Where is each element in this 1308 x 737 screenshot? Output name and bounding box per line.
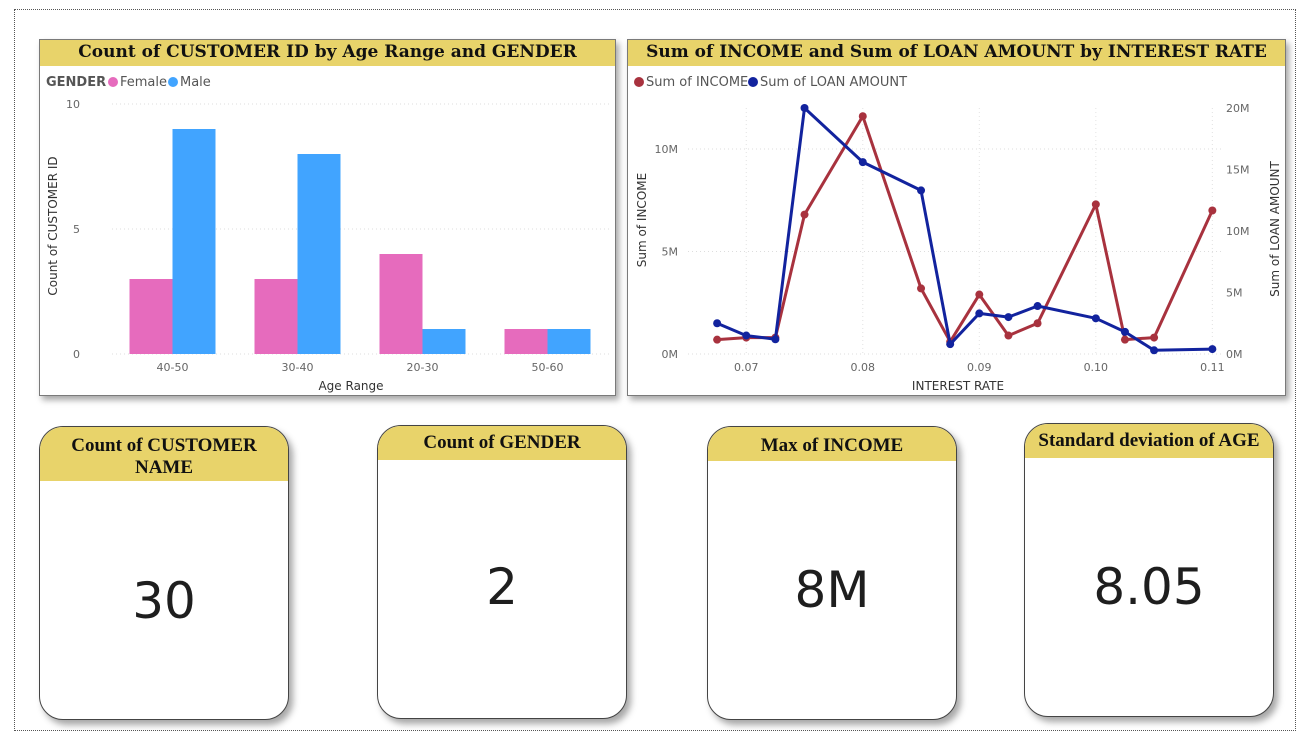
x-tick-label: 0.11 bbox=[1200, 361, 1225, 374]
series-point-1 bbox=[946, 340, 955, 349]
series-point-0 bbox=[1033, 319, 1042, 328]
x-tick-label: 20-30 bbox=[407, 361, 439, 374]
card-customer-name-count[interactable]: Count of CUSTOMER NAME 30 bbox=[39, 426, 289, 720]
x-tick-label: 0.10 bbox=[1084, 361, 1109, 374]
y2-tick-label: 20M bbox=[1226, 102, 1250, 115]
series-point-1 bbox=[1208, 345, 1217, 354]
bar-chart-visual[interactable]: GENDER Female Male 0 5 10 40-50 30-40 20-30 50-60… bbox=[39, 39, 616, 396]
legend-marker-1 bbox=[748, 77, 758, 87]
legend-label-male: Male bbox=[180, 75, 211, 90]
card-value: 30 bbox=[132, 572, 196, 630]
series-point-1 bbox=[1150, 346, 1159, 355]
series-point-1 bbox=[742, 331, 751, 340]
card-max-income[interactable]: Max of INCOME 8M bbox=[707, 426, 957, 720]
series-point-0 bbox=[1150, 333, 1159, 342]
x-tick-label: 30-40 bbox=[282, 361, 314, 374]
line-chart-title: Sum of INCOME and Sum of LOAN AMOUNT by … bbox=[628, 40, 1285, 66]
y-tick-label: 5M bbox=[662, 246, 679, 259]
bar-male-40-50 bbox=[172, 129, 216, 354]
card-title: Count of GENDER bbox=[378, 426, 626, 460]
series-point-1 bbox=[1120, 327, 1129, 336]
card-value: 2 bbox=[486, 558, 518, 616]
series-point-1 bbox=[771, 335, 780, 344]
x-tick-label: 0.07 bbox=[734, 361, 759, 374]
series-point-0 bbox=[858, 112, 867, 121]
card-value: 8M bbox=[794, 561, 870, 619]
bar-female-40-50 bbox=[129, 279, 173, 354]
card-title: Max of INCOME bbox=[708, 427, 956, 461]
legend-label-0: Sum of INCOME bbox=[646, 75, 748, 90]
card-stddev-age[interactable]: Standard deviation of AGE 8.05 bbox=[1024, 423, 1274, 717]
legend-label-1: Sum of LOAN AMOUNT bbox=[760, 75, 907, 90]
y-tick-label: 0 bbox=[73, 348, 80, 361]
series-line-1 bbox=[716, 106, 1213, 352]
series-point-0 bbox=[1091, 200, 1100, 209]
series-point-0 bbox=[1004, 331, 1013, 340]
y-tick-label: 5 bbox=[73, 223, 80, 236]
bar-male-20-30 bbox=[422, 329, 466, 354]
y-tick-label: 10M bbox=[655, 143, 679, 156]
legend-marker-female bbox=[108, 77, 118, 87]
card-gender-count[interactable]: Count of GENDER 2 bbox=[377, 425, 627, 719]
x-tick-label: 40-50 bbox=[157, 361, 189, 374]
line-chart-visual[interactable]: Sum of INCOME Sum of LOAN AMOUNT 0M 5M 10M 0.… bbox=[627, 39, 1286, 396]
y-tick-label: 0M bbox=[662, 348, 679, 361]
line-chart-svg: Sum of INCOME Sum of LOAN AMOUNT 0M 5M 10M 0.… bbox=[634, 75, 1282, 393]
y-axis-title: Count of CUSTOMER ID bbox=[46, 156, 60, 295]
series-line-0 bbox=[716, 114, 1214, 344]
bar-male-50-60 bbox=[547, 329, 591, 354]
bar-chart-title: Count of CUSTOMER ID by Age Range and GE… bbox=[40, 40, 615, 66]
y2-tick-label: 10M bbox=[1226, 225, 1250, 238]
legend-marker-male bbox=[168, 77, 178, 87]
y2-axis-title: Sum of LOAN AMOUNT bbox=[1268, 160, 1282, 296]
series-point-1 bbox=[917, 186, 926, 195]
series-point-0 bbox=[1208, 206, 1217, 215]
bar-male-30-40 bbox=[297, 154, 341, 354]
bar-female-50-60 bbox=[504, 329, 548, 354]
series-point-0 bbox=[1120, 335, 1129, 344]
legend-marker-0 bbox=[634, 77, 644, 87]
series-point-1 bbox=[858, 158, 867, 167]
series-point-0 bbox=[713, 335, 722, 344]
legend-label-female: Female bbox=[120, 75, 167, 90]
x-tick-label: 0.09 bbox=[967, 361, 992, 374]
card-value: 8.05 bbox=[1093, 558, 1205, 616]
series-point-1 bbox=[975, 309, 984, 318]
x-tick-label: 50-60 bbox=[532, 361, 564, 374]
y2-tick-label: 15M bbox=[1226, 164, 1250, 177]
report-canvas bbox=[14, 9, 1296, 731]
y2-tick-label: 5M bbox=[1226, 287, 1243, 300]
series-point-1 bbox=[1091, 314, 1100, 323]
bar-chart-svg: GENDER Female Male 0 5 10 40-50 30-40 20-30 50-60… bbox=[46, 75, 612, 393]
card-title: Count of CUSTOMER NAME bbox=[40, 427, 288, 481]
series-point-0 bbox=[917, 284, 926, 293]
series-point-1 bbox=[800, 104, 809, 112]
x-axis-title: Age Range bbox=[318, 379, 383, 393]
series-point-1 bbox=[1004, 313, 1013, 322]
x-tick-label: 0.08 bbox=[851, 361, 876, 374]
series-point-1 bbox=[1033, 302, 1042, 311]
series-point-0 bbox=[975, 290, 984, 299]
bar-female-30-40 bbox=[254, 279, 298, 354]
series-point-0 bbox=[800, 210, 809, 219]
x-axis-title: INTEREST RATE bbox=[912, 379, 1004, 393]
bar-female-20-30 bbox=[379, 254, 423, 354]
y-tick-label: 10 bbox=[66, 98, 80, 111]
legend-title: GENDER bbox=[46, 75, 106, 90]
y-axis-title: Sum of INCOME bbox=[635, 173, 649, 267]
series-point-1 bbox=[713, 319, 722, 328]
y2-tick-label: 0M bbox=[1226, 348, 1243, 361]
card-title: Standard deviation of AGE bbox=[1025, 424, 1273, 458]
